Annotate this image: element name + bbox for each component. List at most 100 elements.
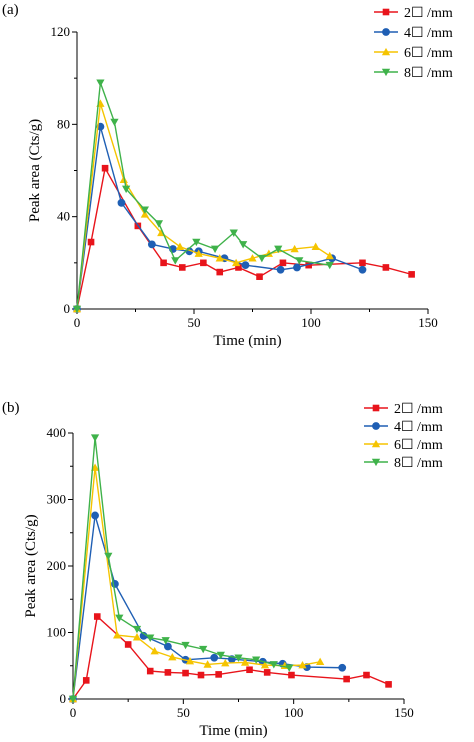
legend-label: 6☐ /mm — [394, 438, 443, 453]
data-point — [140, 206, 149, 214]
data-point — [194, 249, 203, 257]
data-point — [175, 242, 185, 250]
y-tick-label: 400 — [47, 425, 67, 440]
y-tick-label: 100 — [47, 625, 67, 640]
data-point — [146, 634, 155, 642]
legend-label: 8☐ /mm — [404, 66, 453, 81]
data-point — [316, 657, 325, 666]
data-point — [358, 265, 367, 274]
data-point — [311, 242, 320, 250]
legend-marker — [372, 404, 380, 412]
data-point — [290, 244, 299, 253]
y-tick-label: 200 — [47, 558, 67, 573]
legend-marker — [371, 439, 381, 448]
data-point — [305, 261, 312, 269]
legend-marker — [371, 458, 381, 467]
y-tick-label: 300 — [47, 492, 67, 507]
data-point — [408, 271, 415, 278]
legend: 2☐ /mm 4☐ /mm 6☐ /mm 8☐ /mm — [364, 402, 443, 471]
data-point — [216, 651, 225, 660]
data-point — [343, 675, 350, 683]
y-tick-label: 40 — [57, 209, 70, 224]
x-tick-label: 0 — [74, 315, 81, 330]
data-point — [248, 254, 257, 262]
series-line — [76, 82, 330, 310]
data-point — [210, 653, 219, 662]
data-point — [274, 245, 283, 254]
data-point — [257, 254, 266, 263]
x-tick-label: 100 — [284, 705, 304, 720]
chart-panel-a: (a) 0 50 100 150 0 40 80 120 Time (min) Peak area … — [2, 2, 453, 349]
legend-marker — [381, 68, 391, 77]
data-point — [288, 671, 295, 679]
data-point — [96, 79, 105, 87]
data-point — [192, 238, 201, 247]
data-point — [139, 631, 148, 640]
series-2 — [73, 122, 367, 313]
data-point — [235, 264, 242, 271]
series-line — [72, 437, 290, 700]
data-point — [124, 641, 132, 648]
data-point — [252, 656, 261, 664]
data-point — [171, 257, 180, 265]
data-point — [182, 669, 189, 677]
data-point — [276, 265, 285, 274]
data-point — [279, 259, 287, 267]
x-tick-label: 50 — [177, 705, 190, 720]
data-point — [240, 658, 250, 666]
data-point — [234, 654, 243, 662]
data-point — [215, 671, 222, 678]
data-point — [110, 118, 119, 127]
legend-label: 8☐ /mm — [394, 456, 443, 471]
x-tick-label: 0 — [70, 705, 77, 720]
data-point — [216, 268, 224, 276]
data-point — [181, 641, 190, 650]
data-point — [90, 434, 100, 442]
data-point — [260, 660, 270, 669]
x-tick-label: 50 — [188, 315, 201, 330]
data-point — [72, 305, 82, 314]
data-point — [82, 677, 90, 684]
series-line — [76, 103, 331, 310]
legend: 2☐ /mm 4☐ /mm 6☐ /mm 8☐ /mm — [374, 6, 453, 81]
x-tick-label: 150 — [418, 315, 438, 330]
data-point — [199, 645, 208, 654]
data-point — [197, 671, 205, 679]
data-point — [359, 259, 366, 267]
data-point — [154, 220, 164, 228]
legend-label: 4☐ /mm — [394, 420, 443, 435]
data-point — [179, 264, 186, 271]
legend-marker — [381, 47, 391, 56]
y-axis-title: Peak area (Cts/g) — [23, 514, 39, 617]
data-point — [101, 164, 109, 172]
data-point — [140, 210, 149, 218]
data-point — [239, 241, 248, 249]
legend-marker — [372, 422, 380, 430]
data-point — [363, 671, 370, 679]
data-point — [163, 642, 172, 651]
data-point — [325, 261, 334, 270]
data-point — [91, 511, 99, 520]
x-tick-label: 100 — [301, 315, 321, 330]
data-point — [215, 254, 224, 262]
data-point — [241, 261, 250, 270]
chart-panel-b: (b) 0 50 100 150 0 100 200 300 400 Time (min) Peak … — [2, 400, 443, 739]
data-point — [203, 660, 212, 668]
data-point — [200, 259, 207, 267]
data-point — [229, 229, 238, 237]
series-3 — [72, 99, 334, 313]
data-point — [68, 695, 78, 704]
data-point — [246, 666, 253, 674]
data-point — [113, 631, 122, 639]
data-point — [338, 663, 347, 672]
data-point — [122, 185, 131, 194]
legend-marker — [382, 8, 390, 16]
data-point — [256, 273, 263, 280]
data-point — [263, 669, 271, 676]
data-point — [132, 625, 142, 634]
panel-label: (b) — [2, 400, 20, 416]
data-point — [285, 664, 294, 672]
data-point — [269, 661, 278, 669]
x-tick-label: 150 — [394, 705, 414, 720]
